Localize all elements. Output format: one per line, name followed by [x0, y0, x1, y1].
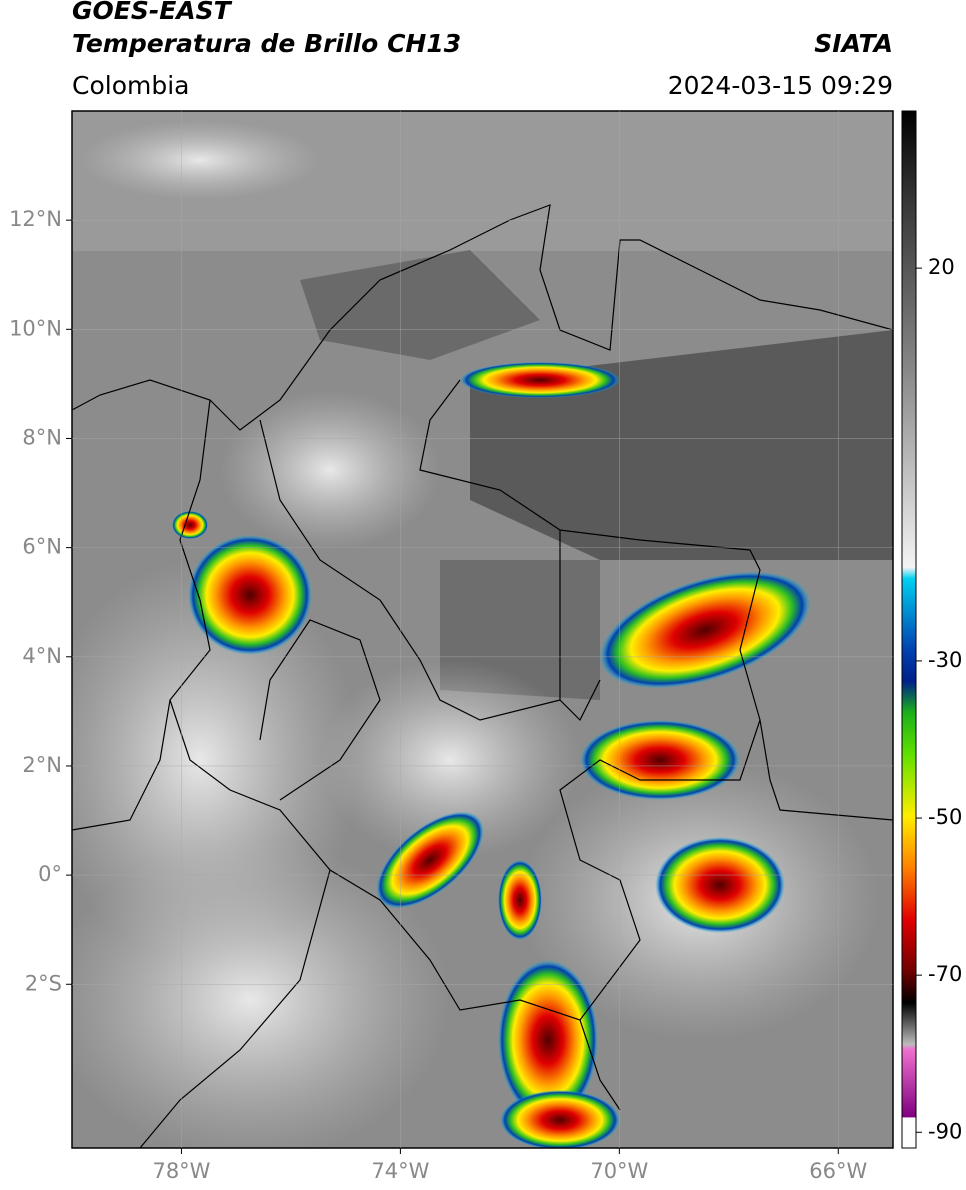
map-frame — [71, 110, 894, 1149]
y-tick-label: 10°N — [9, 316, 62, 340]
y-tick-label: 12°N — [9, 207, 62, 231]
y-tick-label: 2°S — [25, 971, 62, 995]
subtitle: Temperatura de Brillo CH13 — [72, 29, 461, 58]
colorbar-tick-label: -30 — [928, 648, 962, 672]
region: Colombia — [72, 71, 189, 100]
y-tick-label: 0° — [38, 862, 62, 886]
colorbar — [901, 110, 917, 1149]
source: SIATA — [814, 29, 893, 58]
title: GOES-EAST — [72, 0, 233, 25]
satellite-image — [72, 111, 893, 1148]
graticule — [72, 111, 893, 1148]
timestamp: 2024-03-15 09:29 — [668, 71, 893, 100]
y-tick-label: 8°N — [22, 425, 62, 449]
y-tick-label: 4°N — [22, 644, 62, 668]
colorbar-tick-label: -70 — [928, 962, 962, 986]
x-tick-label: 70°W — [590, 1159, 648, 1183]
y-tick-label: 2°N — [22, 753, 62, 777]
colorbar-tick-label: -90 — [928, 1119, 962, 1143]
y-tick-label: 6°N — [22, 535, 62, 559]
colorbar-tick-label: -50 — [928, 805, 962, 829]
x-tick-label: 78°W — [152, 1159, 210, 1183]
colorbar-tick-label: 20 — [928, 255, 955, 279]
x-tick-label: 74°W — [371, 1159, 429, 1183]
x-tick-label: 66°W — [809, 1159, 867, 1183]
